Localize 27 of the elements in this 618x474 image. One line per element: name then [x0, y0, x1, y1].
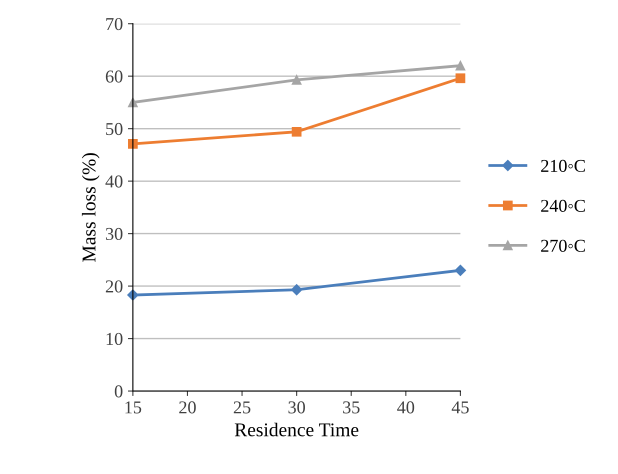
- point: [127, 289, 138, 301]
- y-tick-label: 70: [106, 18, 122, 30]
- x-tick-label: 25: [234, 401, 250, 414]
- y-tick-label: 40: [105, 175, 122, 188]
- y-tick-label: 0: [114, 385, 122, 398]
- point: [292, 126, 302, 137]
- x-tick-label: 40: [397, 401, 414, 414]
- x-tick-label: 30: [288, 401, 305, 414]
- point: [456, 60, 466, 71]
- x-axis-title: Residence Time: [234, 422, 358, 436]
- legend-label: 240◦C: [541, 200, 585, 212]
- x-tick-label: 35: [343, 401, 360, 414]
- y-tick-label: 20: [106, 280, 122, 293]
- x-tick-label: 45: [452, 401, 469, 414]
- point: [456, 73, 466, 84]
- y-tick-label: 60: [106, 70, 122, 83]
- legend-label: 210◦C: [541, 160, 585, 172]
- x-tick-label: 15: [125, 401, 142, 414]
- point: [292, 74, 302, 85]
- y-tick-label: 50: [106, 122, 122, 136]
- point: [291, 284, 302, 296]
- point: [454, 264, 466, 276]
- legend-label: 270◦C: [541, 240, 585, 252]
- y-tick-label: 30: [106, 228, 122, 240]
- x-tick-label: 20: [179, 401, 196, 414]
- y-axis-title: Mass loss (%): [82, 153, 100, 262]
- y-tick-label: 10: [106, 332, 122, 346]
